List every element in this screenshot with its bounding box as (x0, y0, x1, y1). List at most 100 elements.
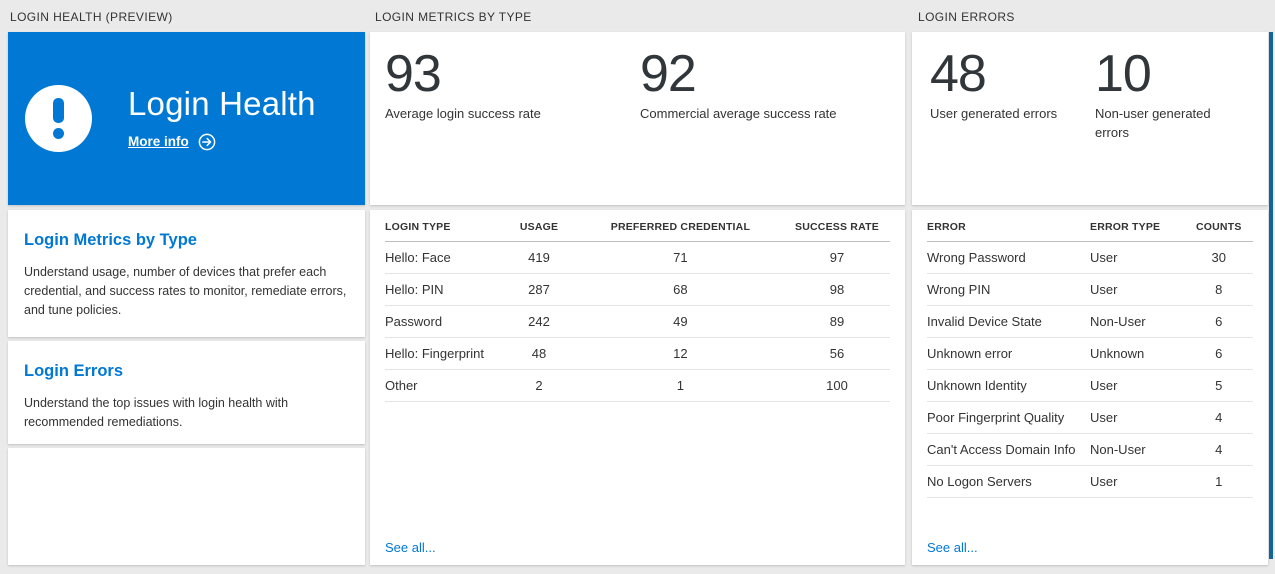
more-info-row: More info (128, 133, 316, 151)
table-row: Poor Fingerprint Quality User 4 (927, 401, 1253, 434)
stat-non-user-generated-errors: 10 Non-user generated errors (1095, 48, 1260, 143)
login-metrics-table: LOGIN TYPE USAGE PREFERRED CREDENTIAL SUCCE… (385, 210, 890, 402)
nav-tile-description: Understand the top issues with login hea… (24, 396, 289, 429)
table-row: No Logon Servers User 1 (927, 465, 1253, 498)
table-cell: 97 (783, 241, 890, 274)
table-cell: Non-User (1090, 305, 1185, 338)
table-cell: 4 (1184, 433, 1253, 466)
table-cell: 2 (501, 369, 577, 402)
table-cell: Unknown Identity (927, 369, 1090, 402)
column-header: LOGIN TYPE (385, 210, 502, 242)
table-cell: 56 (783, 337, 890, 370)
table-cell: User (1090, 465, 1185, 498)
health-tile-text: Login Health More info (128, 86, 316, 150)
exclamation-dot (53, 128, 64, 139)
section-title-login-metrics: LOGIN METRICS BY TYPE (375, 10, 532, 24)
empty-tile (8, 448, 365, 565)
stat-commercial-average-success-rate: 92 Commercial average success rate (640, 48, 895, 124)
table-cell: User (1090, 273, 1185, 306)
table-row: Wrong Password User 30 (927, 241, 1253, 274)
stat-user-generated-errors: 48 User generated errors (930, 48, 1095, 124)
table-cell: User (1090, 369, 1185, 402)
table-row: Invalid Device State Non-User 6 (927, 305, 1253, 338)
health-tile-title: Login Health (128, 85, 316, 123)
arrow-right-circle-icon[interactable] (198, 133, 216, 151)
table-row: Other 2 1 100 (385, 369, 890, 402)
table-cell: 30 (1184, 241, 1253, 274)
stat-label: Commercial average success rate (640, 106, 837, 121)
table-cell: No Logon Servers (927, 465, 1090, 498)
stat-average-login-success-rate: 93 Average login success rate (385, 48, 640, 124)
table-cell: 68 (576, 273, 784, 306)
column-header: SUCCESS RATE (783, 210, 890, 242)
table-cell: Hello: PIN (385, 273, 502, 306)
table-row: Hello: PIN 287 68 98 (385, 273, 890, 306)
table-header-row: LOGIN TYPE USAGE PREFERRED CREDENTIAL SUCCE… (385, 210, 890, 242)
table-cell: Can't Access Domain Info (927, 433, 1090, 466)
table-cell: 48 (501, 337, 577, 370)
column-header: PREFERRED CREDENTIAL (576, 210, 784, 242)
nav-tile-login-errors[interactable]: Login Errors Understand the top issues w… (8, 341, 365, 444)
table-cell: 1 (576, 369, 784, 402)
see-all-link-errors[interactable]: See all... (927, 540, 978, 555)
login-health-tile[interactable]: Login Health More info (8, 32, 365, 205)
column-header: ERROR (927, 210, 1090, 242)
stat-value: 93 (385, 45, 442, 103)
table-cell: 71 (576, 241, 784, 274)
table-cell: Hello: Fingerprint (385, 337, 502, 370)
table-cell: Wrong PIN (927, 273, 1090, 306)
more-info-link[interactable]: More info (128, 134, 189, 150)
table-cell: 419 (501, 241, 577, 274)
table-row: Hello: Face 419 71 97 (385, 241, 890, 274)
table-cell: 98 (783, 273, 890, 306)
nav-tile-login-metrics-by-type[interactable]: Login Metrics by Type Understand usage, … (8, 210, 365, 337)
table-cell: 287 (501, 273, 577, 306)
table-cell: 6 (1184, 337, 1253, 370)
table-cell: 4 (1184, 401, 1253, 434)
table-cell: Non-User (1090, 433, 1185, 466)
stat-value: 10 (1095, 45, 1152, 103)
adjacent-tile-edge (1269, 32, 1273, 559)
table-cell: Invalid Device State (927, 305, 1090, 338)
nav-tile-description: Understand usage, number of devices that… (24, 265, 347, 317)
stat-label: User generated errors (930, 106, 1058, 121)
exclamation-bar (53, 98, 64, 123)
table-header-row: ERROR ERROR TYPE COUNTS (927, 210, 1253, 242)
table-cell: User (1090, 241, 1185, 274)
table-cell: 12 (576, 337, 784, 370)
table-cell: 6 (1184, 305, 1253, 338)
section-title-login-errors: LOGIN ERRORS (918, 10, 1015, 24)
column-header: COUNTS (1184, 210, 1253, 242)
table-cell: 242 (501, 305, 577, 338)
stat-value: 92 (640, 45, 697, 103)
see-all-link-metrics[interactable]: See all... (385, 540, 436, 555)
table-cell: 89 (783, 305, 890, 338)
table-row: Wrong PIN User 8 (927, 273, 1253, 306)
stat-label: Average login success rate (385, 106, 541, 121)
login-errors-table-card: ERROR ERROR TYPE COUNTS Wrong Password User… (912, 210, 1268, 565)
login-metrics-table-card: LOGIN TYPE USAGE PREFERRED CREDENTIAL SUCCE… (370, 210, 905, 565)
table-cell: Wrong Password (927, 241, 1090, 274)
table-cell: User (1090, 401, 1185, 434)
table-row: Unknown error Unknown 6 (927, 337, 1253, 370)
nav-tile-title: Login Metrics by Type (24, 231, 197, 249)
login-errors-stats-card: 48 User generated errors 10 Non-user gen… (912, 32, 1268, 205)
column-header: USAGE (501, 210, 577, 242)
stat-value: 48 (930, 45, 987, 103)
table-cell: 100 (783, 369, 890, 402)
table-cell: 49 (576, 305, 784, 338)
table-row: Hello: Fingerprint 48 12 56 (385, 337, 890, 370)
column-header: ERROR TYPE (1090, 210, 1185, 242)
table-cell: Poor Fingerprint Quality (927, 401, 1090, 434)
nav-tile-title: Login Errors (24, 362, 124, 380)
table-cell: 5 (1184, 369, 1253, 402)
table-cell: 1 (1184, 465, 1253, 498)
table-row: Can't Access Domain Info Non-User 4 (927, 433, 1253, 466)
table-cell: Unknown (1090, 337, 1185, 370)
exclamation-icon (25, 85, 92, 152)
login-errors-table: ERROR ERROR TYPE COUNTS Wrong Password User… (927, 210, 1253, 498)
stat-label: Non-user generated errors (1095, 106, 1211, 140)
table-cell: Unknown error (927, 337, 1090, 370)
table-cell: Password (385, 305, 502, 338)
